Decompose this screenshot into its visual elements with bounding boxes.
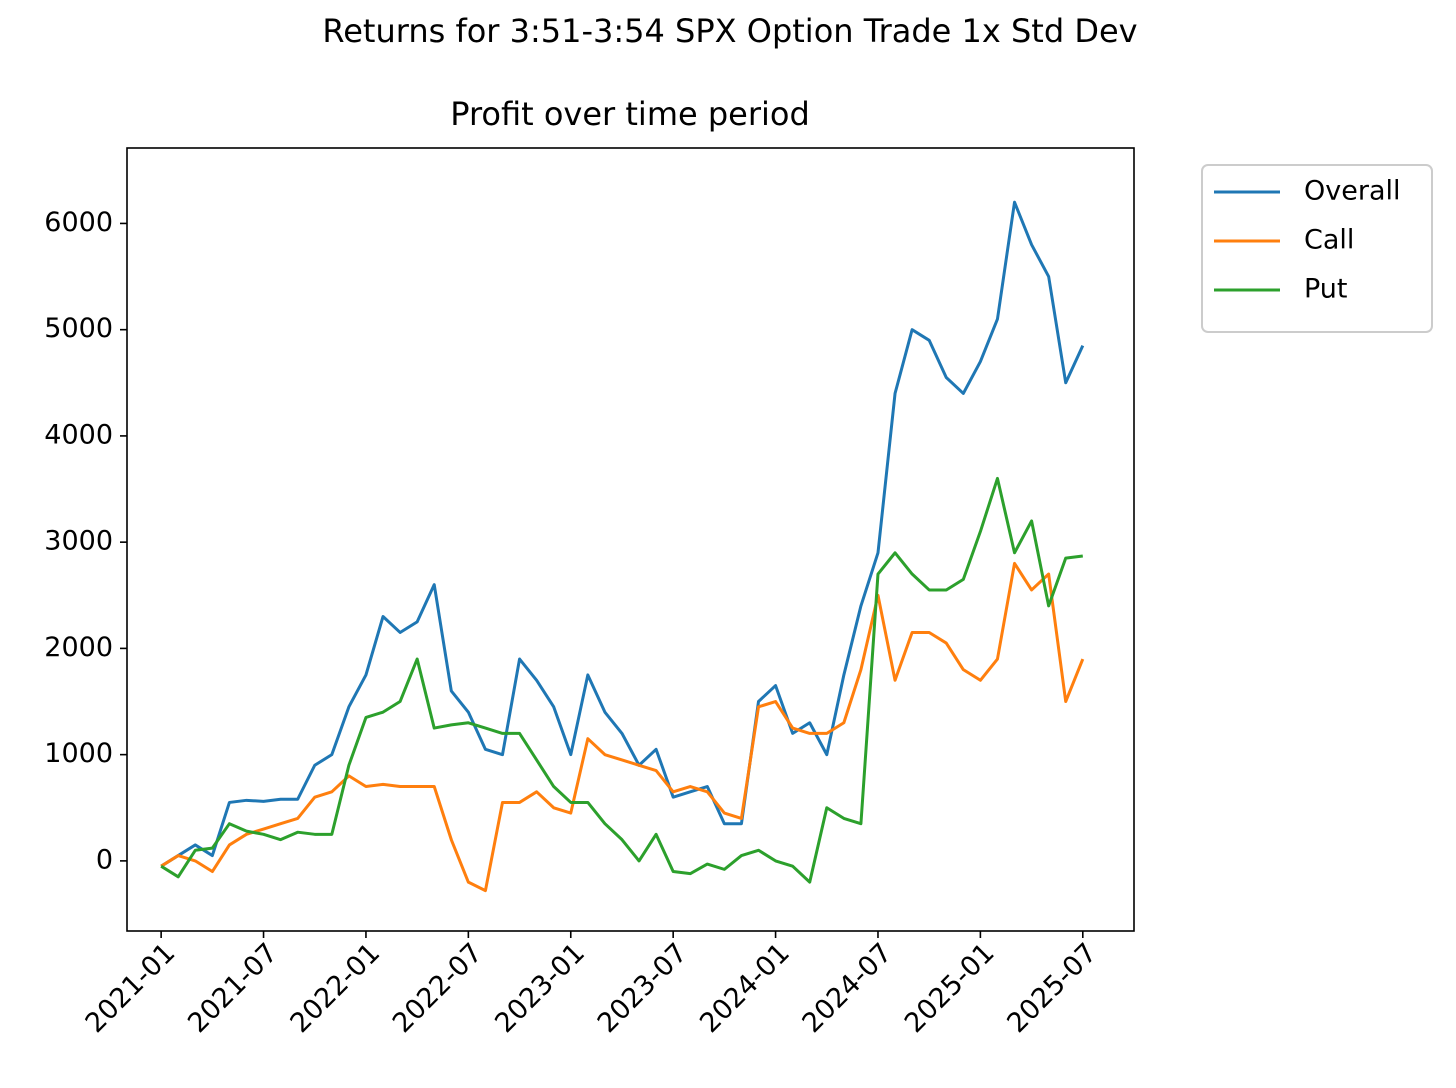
legend-label: Overall (1304, 176, 1401, 207)
x-tick-label: 2025-01 (899, 937, 1001, 1039)
x-tick-label: 2025-07 (1001, 937, 1103, 1039)
x-tick-label: 2021-01 (80, 937, 182, 1039)
y-tick-label: 4000 (44, 419, 113, 450)
line-series (160, 476, 1083, 884)
x-tick-label: 2023-07 (592, 937, 694, 1039)
y-tick-label: 1000 (44, 738, 113, 769)
x-tick-label: 2023-01 (489, 937, 591, 1039)
line-series (160, 561, 1085, 893)
x-tick-label: 2022-07 (387, 937, 489, 1039)
y-tick-label: 0 (96, 844, 113, 875)
y-tick-label: 5000 (44, 313, 113, 344)
axes-frame (126, 147, 1135, 932)
y-tick-label: 6000 (44, 207, 113, 238)
y-tick-label: 2000 (44, 632, 113, 663)
line-series (160, 200, 1085, 868)
suptitle: Returns for 3:51-3:54 SPX Option Trade 1… (322, 12, 1137, 50)
x-tick-label: 2024-07 (797, 937, 899, 1039)
x-tick-label: 2021-07 (182, 937, 284, 1039)
legend-label: Call (1304, 225, 1354, 256)
y-tick-label: 3000 (44, 526, 113, 557)
x-tick-label: 2024-01 (694, 937, 796, 1039)
legend-label: Put (1304, 274, 1348, 305)
x-tick-label: 2022-01 (285, 937, 387, 1039)
chart-title: Profit over time period (450, 95, 810, 133)
